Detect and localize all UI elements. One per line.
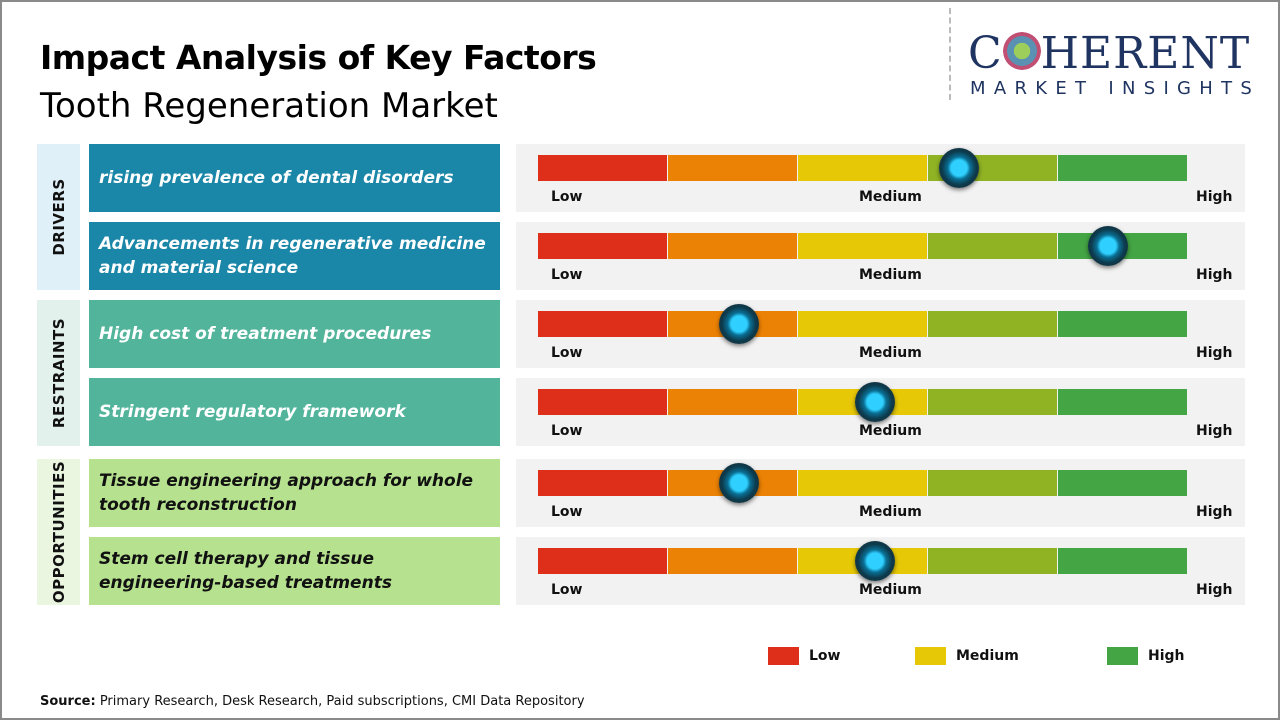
- gauge-segment: [668, 389, 797, 415]
- legend-swatch: [915, 647, 946, 665]
- scale-label-low: Low: [551, 189, 583, 205]
- scale-label-medium: Medium: [859, 345, 922, 361]
- impact-marker: [718, 304, 759, 344]
- scale-label-low: Low: [551, 582, 583, 598]
- category-label: RESTRAINTS: [49, 317, 68, 429]
- scale-label-high: High: [1196, 267, 1233, 283]
- gauge-segment: [538, 311, 667, 337]
- factor-label: High cost of treatment procedures: [89, 300, 500, 368]
- scale-label-high: High: [1196, 345, 1233, 361]
- legend-item: Low: [768, 647, 840, 665]
- legend-item: Medium: [915, 647, 1019, 665]
- factor-label: Stem cell therapy and tissue engineering…: [89, 537, 500, 605]
- gauge-segment: [798, 311, 927, 337]
- logo-word: HERENT: [1040, 28, 1251, 79]
- gauge-segment: [1058, 155, 1187, 181]
- scale-label-high: High: [1196, 504, 1233, 520]
- impact-marker: [939, 148, 980, 188]
- impact-gauge: Low Medium High: [516, 144, 1245, 212]
- gauge-segment: [928, 470, 1057, 496]
- legend-label: High: [1148, 648, 1185, 664]
- scale-label-medium: Medium: [859, 189, 922, 205]
- scale-label-medium: Medium: [859, 504, 922, 520]
- gauge-segment: [1058, 311, 1187, 337]
- scale-label-medium: Medium: [859, 267, 922, 283]
- category-label: DRIVERS: [49, 178, 68, 256]
- category-opportunities: OPPORTUNITIES: [37, 459, 80, 605]
- gauge-segment: [1058, 470, 1187, 496]
- scale-label-low: Low: [551, 345, 583, 361]
- legend-label: Medium: [956, 648, 1019, 664]
- impact-marker: [854, 382, 895, 422]
- scale-label-high: High: [1196, 423, 1233, 439]
- gauge-segment: [798, 233, 927, 259]
- gauge-segment: [798, 470, 927, 496]
- source-label: Source:: [40, 694, 96, 709]
- logo-tagline: MARKET INSIGHTS: [970, 78, 1261, 99]
- gauge-segment: [928, 548, 1057, 574]
- category-drivers: DRIVERS: [37, 144, 80, 290]
- scale-label-high: High: [1196, 189, 1233, 205]
- legend-label: Low: [809, 648, 841, 664]
- gauge-segment: [1058, 389, 1187, 415]
- factor-label: Advancements in regenerative medicine an…: [89, 222, 500, 290]
- page-subtitle: Tooth Regeneration Market: [40, 86, 498, 126]
- gauge-segment: [668, 233, 797, 259]
- source-note: Source: Primary Research, Desk Research,…: [40, 694, 585, 709]
- gauge-segment: [538, 233, 667, 259]
- scale-label-medium: Medium: [859, 423, 922, 439]
- legend-swatch: [768, 647, 799, 665]
- gauge-segment: [668, 155, 797, 181]
- page-title: Impact Analysis of Key Factors: [40, 38, 597, 77]
- category-restraints: RESTRAINTS: [37, 300, 80, 446]
- globe-icon: [1002, 32, 1041, 70]
- impact-marker: [854, 541, 895, 581]
- scale-label-low: Low: [551, 267, 583, 283]
- factor-label: rising prevalence of dental disorders: [89, 144, 500, 212]
- gauge-segment: [538, 389, 667, 415]
- scale-label-high: High: [1196, 582, 1233, 598]
- impact-gauge: Low Medium High: [516, 378, 1245, 446]
- gauge-segment: [928, 233, 1057, 259]
- divider: [949, 8, 951, 100]
- scale-label-low: Low: [551, 423, 583, 439]
- impact-gauge: Low Medium High: [516, 459, 1245, 527]
- gauge-segment: [538, 155, 667, 181]
- source-text: Primary Research, Desk Research, Paid su…: [95, 694, 585, 709]
- logo: C HERENT: [968, 30, 1250, 78]
- gauge-segment: [1058, 548, 1187, 574]
- scale-label-medium: Medium: [859, 582, 922, 598]
- impact-gauge: Low Medium High: [516, 222, 1245, 290]
- factor-label: Tissue engineering approach for whole to…: [89, 459, 500, 527]
- impact-marker: [718, 463, 759, 503]
- scale-label-low: Low: [551, 504, 583, 520]
- factor-label: Stringent regulatory framework: [89, 378, 500, 446]
- gauge-segment: [798, 155, 927, 181]
- gauge-segment: [538, 470, 667, 496]
- gauge-segment: [538, 548, 667, 574]
- legend-item: High: [1107, 647, 1185, 665]
- logo-letter: C: [968, 28, 1003, 79]
- impact-gauge: Low Medium High: [516, 537, 1245, 605]
- gauge-segment: [928, 389, 1057, 415]
- impact-marker: [1088, 226, 1129, 266]
- category-label: OPPORTUNITIES: [49, 460, 68, 604]
- impact-gauge: Low Medium High: [516, 300, 1245, 368]
- gauge-segment: [928, 311, 1057, 337]
- gauge-segment: [668, 548, 797, 574]
- legend-swatch: [1107, 647, 1138, 665]
